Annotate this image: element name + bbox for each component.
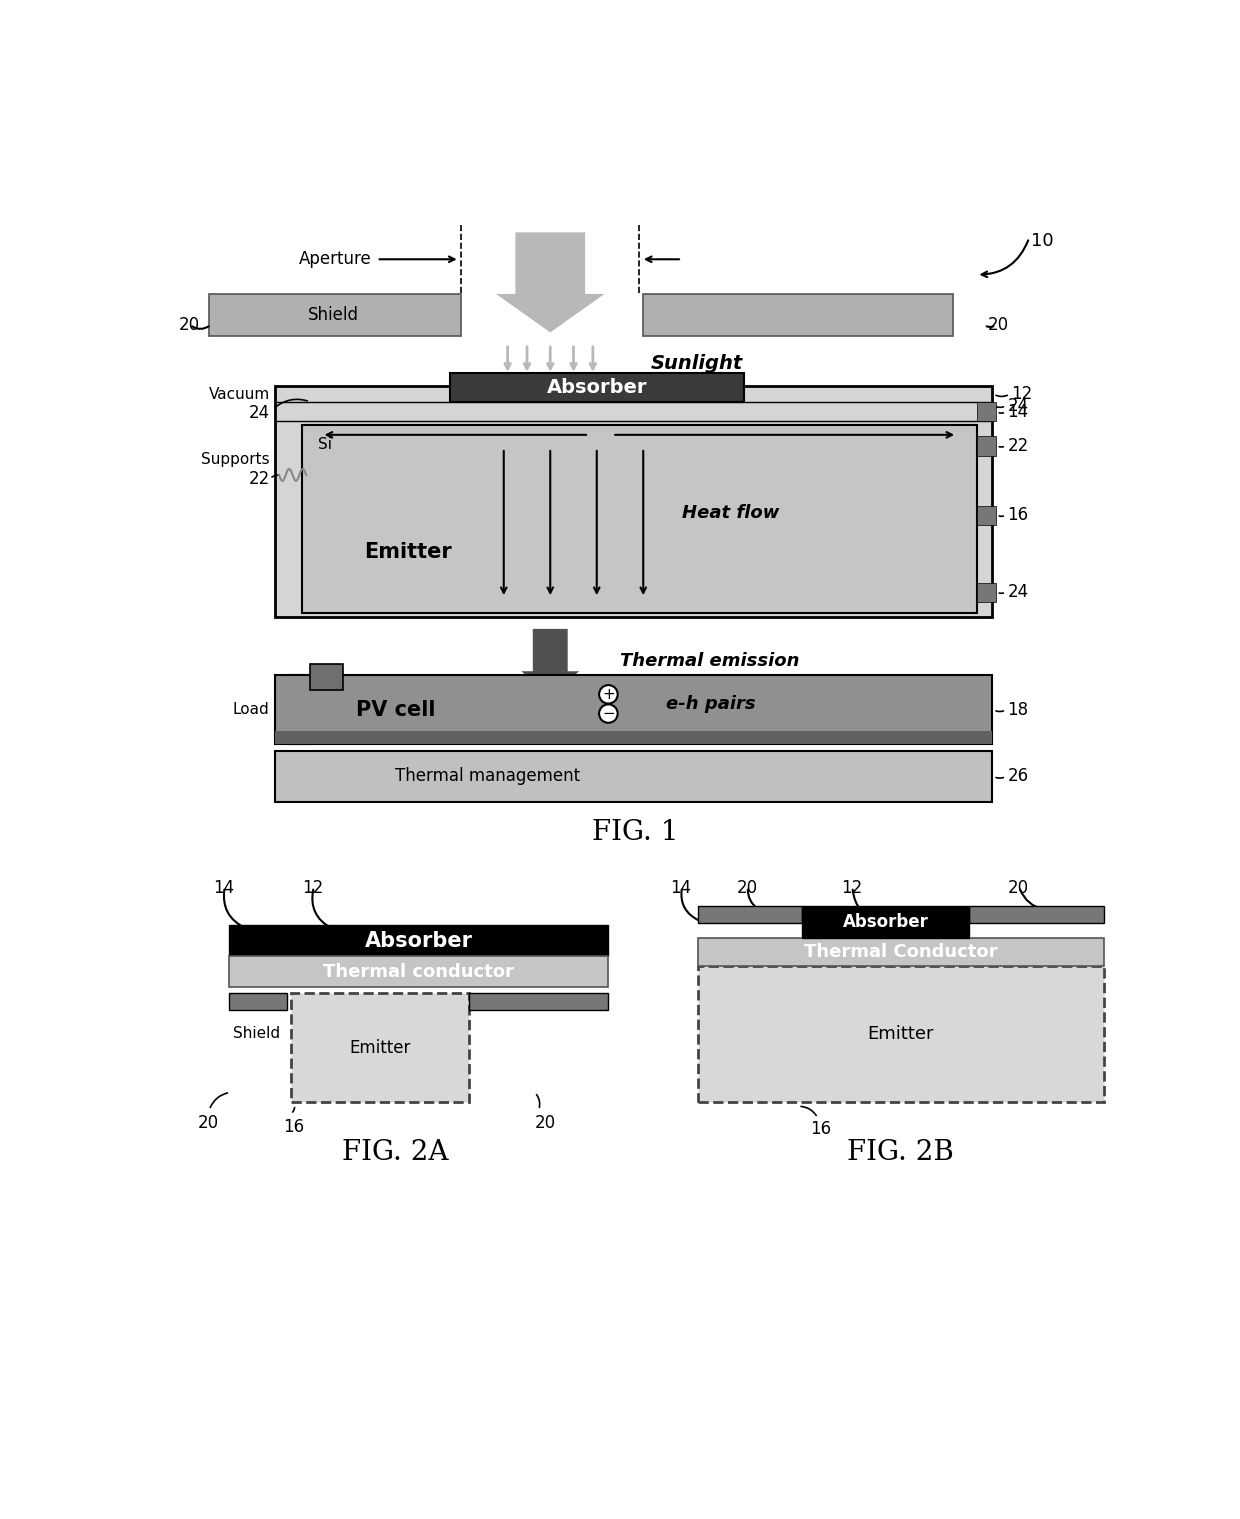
Text: Shield: Shield <box>1047 939 1094 954</box>
Text: −: − <box>601 706 615 722</box>
Bar <box>449 374 744 401</box>
Text: 20: 20 <box>1007 880 1029 898</box>
Text: 16: 16 <box>1007 506 1029 524</box>
Bar <box>275 386 992 617</box>
Text: 22: 22 <box>1007 436 1029 454</box>
Text: Supports: Supports <box>201 453 270 466</box>
Bar <box>228 993 286 1010</box>
Circle shape <box>599 705 618 723</box>
Text: Absorber: Absorber <box>842 913 929 931</box>
Text: Absorber: Absorber <box>547 378 647 396</box>
Bar <box>469 993 609 1010</box>
Text: Absorber: Absorber <box>365 931 472 951</box>
Text: Emitter: Emitter <box>350 1039 410 1057</box>
Bar <box>697 966 1105 1103</box>
Bar <box>977 401 996 421</box>
Text: e-h pairs: e-h pairs <box>667 696 756 714</box>
Text: Emitter: Emitter <box>868 1025 934 1044</box>
Bar <box>228 925 609 955</box>
Bar <box>275 731 992 744</box>
Text: 26: 26 <box>1007 767 1029 785</box>
Text: 10: 10 <box>1030 232 1053 251</box>
Bar <box>310 664 342 691</box>
Text: 14: 14 <box>1007 403 1029 421</box>
Text: 16: 16 <box>283 1118 304 1136</box>
Bar <box>210 295 461 336</box>
Text: 12: 12 <box>1012 384 1033 403</box>
Text: Thermal management: Thermal management <box>396 767 580 785</box>
Text: 20: 20 <box>737 880 758 898</box>
Bar <box>968 905 1105 924</box>
Bar <box>977 506 996 526</box>
Text: Aperture: Aperture <box>299 251 372 269</box>
Text: 14: 14 <box>671 880 692 898</box>
Text: Si: Si <box>317 436 332 451</box>
Text: FIG. 2A: FIG. 2A <box>342 1139 449 1167</box>
Bar <box>977 436 996 456</box>
Bar <box>303 425 977 614</box>
Text: Emitter: Emitter <box>365 542 453 562</box>
Bar <box>697 905 802 924</box>
Bar <box>290 993 469 1103</box>
Bar <box>275 750 992 802</box>
Text: 16: 16 <box>810 1120 831 1138</box>
Text: 24: 24 <box>1007 583 1029 602</box>
Text: 22: 22 <box>248 469 270 488</box>
Text: Thermal Conductor: Thermal Conductor <box>805 943 998 962</box>
FancyArrow shape <box>521 629 579 694</box>
Text: Shield: Shield <box>233 1025 280 1041</box>
Text: Thermal conductor: Thermal conductor <box>324 963 513 981</box>
Text: 12: 12 <box>303 880 324 898</box>
Text: 20: 20 <box>988 316 1009 334</box>
Text: 18: 18 <box>1007 700 1029 718</box>
Text: PV cell: PV cell <box>356 700 435 720</box>
Text: FIG. 2B: FIG. 2B <box>847 1139 954 1167</box>
Bar <box>275 674 992 744</box>
Bar <box>802 905 968 939</box>
Text: Thermal emission: Thermal emission <box>620 652 800 670</box>
Bar <box>644 295 954 336</box>
Text: Vacuum: Vacuum <box>208 386 270 401</box>
Bar <box>977 583 996 602</box>
Text: 20: 20 <box>534 1113 556 1132</box>
Text: 12: 12 <box>841 880 862 898</box>
Text: 20: 20 <box>197 1113 218 1132</box>
Text: Heat flow: Heat flow <box>682 504 780 523</box>
Bar <box>697 939 1105 966</box>
Text: Load: Load <box>233 702 270 717</box>
Text: 24: 24 <box>248 404 270 422</box>
Text: FIG. 1: FIG. 1 <box>593 819 678 846</box>
Text: Shield: Shield <box>308 307 358 325</box>
Text: Sunlight: Sunlight <box>651 354 743 372</box>
Text: 20: 20 <box>179 316 200 334</box>
Text: 24: 24 <box>1007 396 1029 415</box>
Text: 14: 14 <box>213 880 234 898</box>
FancyArrow shape <box>496 232 605 333</box>
Circle shape <box>599 685 618 703</box>
Text: +: + <box>601 687 615 702</box>
Bar <box>228 955 609 987</box>
